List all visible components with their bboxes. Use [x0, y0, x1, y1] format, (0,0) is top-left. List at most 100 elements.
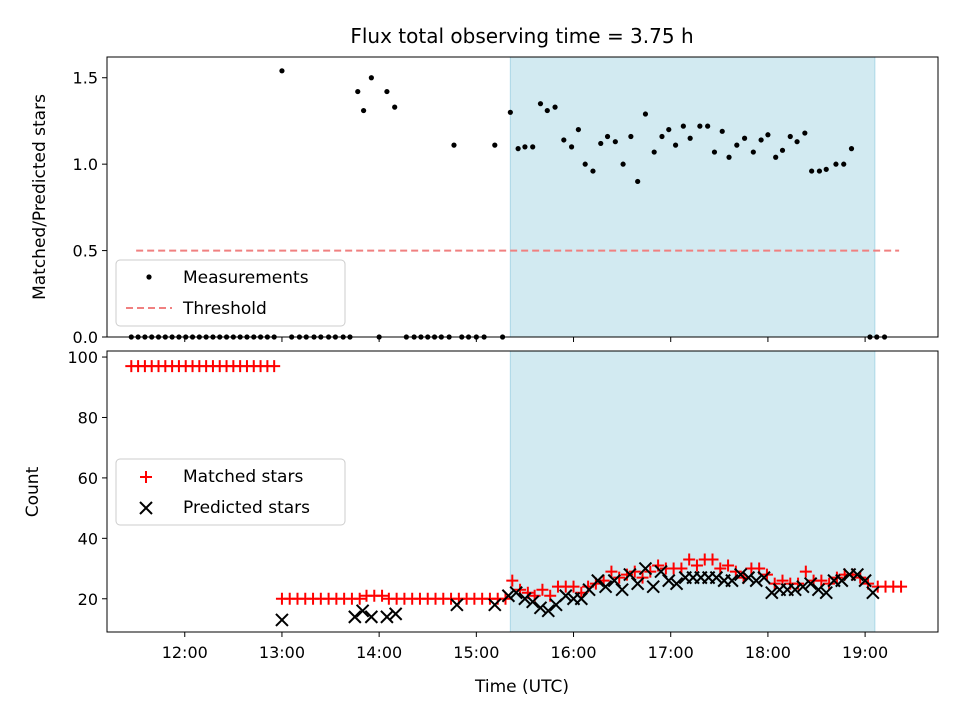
measurement-point [687, 135, 693, 141]
x-tick-label: 13:00 [259, 643, 305, 662]
matched-star-point [567, 580, 580, 593]
measurement-point [765, 132, 771, 138]
panel-top-marks [128, 68, 900, 340]
panel-bottom-y-axis-label: Count [23, 466, 43, 517]
panel-top-frame [106, 56, 939, 338]
predicted-star-point [380, 610, 394, 624]
measurement-point [719, 128, 725, 134]
predicted-star-point [757, 570, 771, 585]
y-tick-label: 20 [78, 590, 98, 609]
predicted-star-point [348, 610, 362, 624]
predicted-star-point [533, 601, 548, 615]
predicted-star-point [765, 586, 779, 600]
measurement-point [590, 168, 596, 174]
y-tick-label: 40 [78, 529, 98, 548]
matched-star-point [722, 559, 735, 572]
predicted-star-point [850, 567, 865, 582]
measurement-point [809, 168, 815, 174]
matched-star-point [895, 580, 908, 593]
measurement-point [750, 149, 756, 155]
predicted-star-point [615, 582, 629, 597]
predicted-star-point [638, 561, 653, 576]
matched-star-point [823, 577, 836, 590]
measurement-point [734, 142, 740, 148]
legend-bottom-box [115, 458, 346, 526]
predicted-star-point [835, 573, 849, 588]
measurement-point [787, 133, 793, 140]
measurement-point [537, 101, 544, 107]
matched-star-point [644, 565, 657, 578]
matched-star-point [690, 559, 703, 572]
matched-star-point [706, 553, 719, 566]
measurement-point [651, 149, 657, 155]
matched-star-point [799, 565, 812, 578]
panel-bottom-frame [106, 350, 939, 633]
measurement-point [620, 161, 626, 167]
predicted-star-point [733, 567, 748, 582]
predicted-star-point [819, 586, 833, 600]
predicted-star-point [364, 610, 379, 624]
panel-top-shade [509, 56, 876, 338]
measurement-point [575, 126, 581, 133]
x-tick-label: 12:00 [162, 643, 208, 662]
predicted-star-point [741, 570, 756, 585]
y-tick-label: 0.0 [73, 328, 98, 347]
matched-star-point [353, 592, 366, 605]
measurement-point [680, 123, 686, 129]
measurement-point [705, 123, 711, 129]
measurement-point [582, 161, 588, 167]
measurement-point [522, 144, 528, 150]
x-tick-label: 14:00 [356, 643, 402, 662]
y-tick-label: 100 [67, 348, 98, 367]
y-tick-label: 60 [78, 469, 98, 488]
measurement-point [392, 104, 398, 110]
measurement-point [697, 123, 703, 129]
measurement-point [544, 107, 550, 114]
legend-matched-marker [140, 471, 152, 483]
predicted-star-point [669, 576, 684, 591]
legend-measurements-marker [146, 274, 152, 280]
matched-star-point [536, 583, 549, 596]
measurement-point [726, 154, 732, 160]
predicted-star-point [725, 573, 739, 588]
legend-predicted-marker [139, 501, 153, 515]
measurement-point [659, 133, 665, 140]
predicted-star-point [749, 573, 763, 588]
measurement-point [802, 130, 808, 136]
measurement-point [451, 142, 457, 148]
predicted-star-point [630, 576, 645, 591]
panel-top-legend: Measurements Threshold [115, 259, 346, 327]
measurement-point [507, 109, 513, 115]
predicted-star-point [388, 607, 403, 621]
predicted-star-point [796, 579, 810, 594]
measurement-point [628, 133, 634, 140]
measurement-point [492, 142, 498, 148]
measurement-point [568, 144, 575, 150]
predicted-star-point [788, 582, 802, 597]
matched-star-point [605, 565, 618, 578]
measurement-point [841, 161, 847, 167]
predicted-star-point [525, 595, 540, 609]
y-tick-label: 80 [78, 408, 98, 427]
legend-predicted-label: Predicted stars [183, 498, 310, 518]
measurement-point [530, 144, 536, 150]
matched-star-point [683, 553, 696, 566]
measurement-point [773, 154, 779, 160]
chart-title: Flux total observing time = 3.75 h [350, 24, 693, 48]
predicted-star-point [518, 592, 532, 606]
matched-star-point [815, 574, 828, 587]
x-axis-label: Time (UTC) [474, 677, 569, 697]
matched-star-point [506, 574, 519, 587]
measurement-point [635, 178, 641, 185]
predicted-star-point [488, 598, 502, 612]
matched-star-point [268, 360, 281, 373]
predicted-star-point [803, 576, 818, 591]
predicted-star-point [450, 598, 464, 612]
measurement-point [598, 140, 604, 147]
measurement-point [279, 68, 285, 74]
predicted-star-point [355, 604, 370, 618]
measurement-point [833, 161, 839, 167]
panel-top-y-axis-label: Matched/Predicted stars [30, 94, 50, 300]
x-tick-label: 15:00 [453, 643, 499, 662]
predicted-star-point [275, 613, 289, 627]
